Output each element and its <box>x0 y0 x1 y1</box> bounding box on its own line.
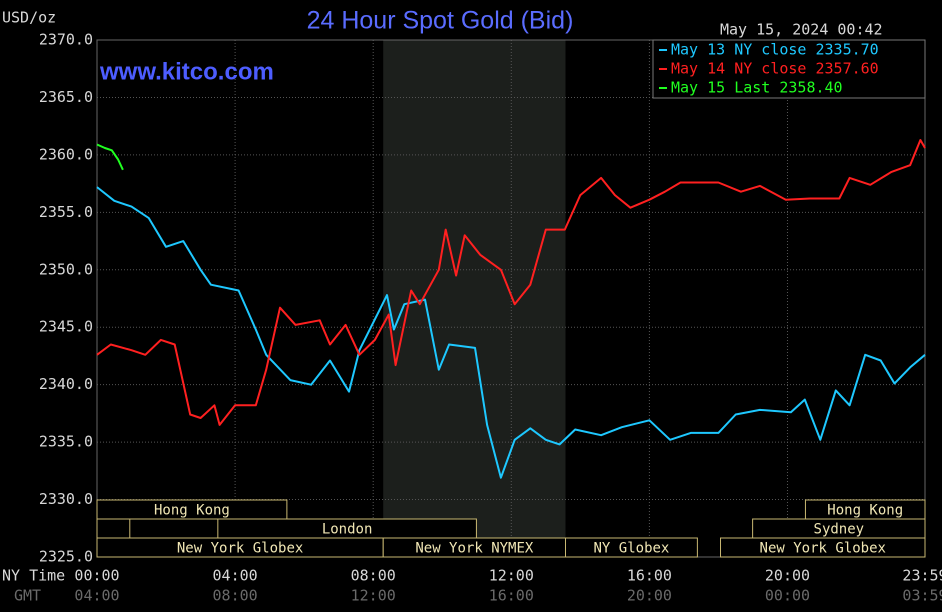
x2-tick-label: 00:00 <box>765 587 810 605</box>
session-label: New York Globex <box>177 541 303 557</box>
y-tick-label: 2365.0 <box>39 88 93 106</box>
session-box <box>564 537 698 558</box>
x-tick-label: 23:59 <box>902 567 942 585</box>
y-tick-label: 2335.0 <box>39 433 93 451</box>
y-tick-label: 2355.0 <box>39 203 93 221</box>
x2-axis-label: GMT <box>14 587 41 605</box>
session-label: NY Globex <box>594 541 670 557</box>
session-label: Sydney <box>814 522 865 538</box>
y-tick-label: 2370.0 <box>39 31 93 49</box>
session-highlight <box>383 40 566 557</box>
session-label: London <box>322 522 373 538</box>
y-tick-label: 2360.0 <box>39 145 93 163</box>
x2-tick-label: 16:00 <box>489 587 534 605</box>
session-label: New York Globex <box>760 541 886 557</box>
session-box <box>720 537 926 558</box>
price-line <box>96 186 926 479</box>
site-label: www.kitco.com <box>99 58 274 85</box>
x2-tick-label: 20:00 <box>627 587 672 605</box>
timestamp: May 15, 2024 00:42 <box>720 21 883 39</box>
y-tick-label: 2340.0 <box>39 375 93 393</box>
legend-box <box>652 39 926 99</box>
x-tick-label: 04:00 <box>213 567 258 585</box>
legend-label: May 13 NY close 2335.70 <box>671 41 879 59</box>
session-box <box>96 499 288 520</box>
session-label: Hong Kong <box>154 503 230 519</box>
legend-label: May 15 Last 2358.40 <box>671 79 843 97</box>
y-tick-label: 2330.0 <box>39 490 93 508</box>
x-tick-label: 08:00 <box>351 567 396 585</box>
x-tick-label: 12:00 <box>489 567 534 585</box>
y-tick-label: 2325.0 <box>39 548 93 566</box>
price-line <box>96 143 124 171</box>
y-tick-label: 2350.0 <box>39 260 93 278</box>
x2-tick-label: 08:00 <box>213 587 258 605</box>
x2-tick-label: 12:00 <box>351 587 396 605</box>
price-line <box>96 139 926 426</box>
x2-tick-label: 04:00 <box>74 587 119 605</box>
y-axis-label: USD/oz <box>2 9 56 27</box>
chart-title: 24 Hour Spot Gold (Bid) <box>307 7 574 35</box>
x-tick-label: 16:00 <box>627 567 672 585</box>
y-tick-label: 2345.0 <box>39 318 93 336</box>
x-tick-label: 00:00 <box>74 567 119 585</box>
x2-tick-label: 03:59 <box>902 587 942 605</box>
x-axis-label: NY Time <box>2 567 65 585</box>
session-label: New York NYMEX <box>415 541 534 557</box>
x-tick-label: 20:00 <box>765 567 810 585</box>
session-label: Hong Kong <box>827 503 903 519</box>
session-box <box>96 518 131 539</box>
legend-label: May 14 NY close 2357.60 <box>671 60 879 78</box>
